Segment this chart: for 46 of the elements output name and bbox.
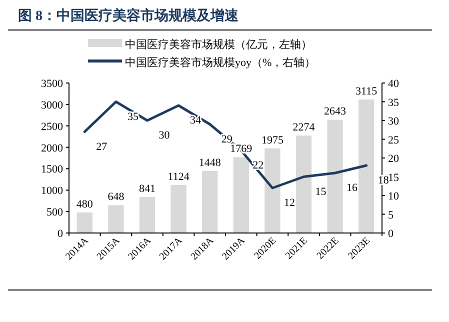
bar	[108, 205, 124, 233]
data-label: 2643	[324, 106, 347, 118]
bar	[76, 212, 92, 233]
y2-tick-label: 30	[388, 116, 400, 128]
bar	[233, 157, 249, 233]
y2-tick-label: 0	[388, 228, 394, 240]
data-label: 30	[158, 130, 170, 142]
data-label: 15	[315, 186, 327, 198]
legend-label: 中国医疗美容市场规模yoy（%，右轴）	[125, 56, 316, 69]
y2-tick-label: 5	[388, 209, 394, 222]
y2-tick-label: 40	[388, 78, 400, 90]
y-tick-label: 500	[46, 206, 64, 219]
bar	[327, 120, 343, 233]
y2-tick-label: 15	[388, 172, 400, 184]
bar	[139, 196, 156, 233]
y2-tick-label: 25	[388, 134, 400, 146]
data-label: 35	[127, 110, 139, 123]
legend-label: 中国医疗美容市场规模（亿元，左轴）	[125, 38, 312, 51]
data-label: 648	[108, 191, 125, 204]
y-tick-label: 2000	[41, 142, 64, 154]
bar	[358, 100, 374, 233]
y-tick-label: 3000	[41, 99, 64, 112]
y-tick-label: 1000	[41, 185, 64, 198]
data-label: 1975	[261, 134, 284, 146]
bar	[202, 170, 218, 233]
bar	[296, 136, 312, 233]
bar	[170, 184, 186, 233]
data-label: 27	[96, 140, 108, 153]
y2-tick-label: 35	[388, 96, 400, 109]
y-tick-label: 2500	[41, 120, 64, 133]
y-tick-label: 1500	[41, 164, 64, 176]
y-tick-label: 3500	[41, 78, 64, 90]
chart-title: 图 8：中国医疗美容市场规模及增速	[18, 7, 240, 24]
y2-tick-label: 10	[388, 190, 400, 202]
data-label: 3115	[356, 86, 378, 98]
data-label: 12	[284, 197, 295, 209]
data-label: 1448	[198, 156, 222, 169]
data-label: 16	[346, 182, 358, 194]
data-label: 841	[139, 182, 156, 195]
y2-tick-label: 20	[388, 153, 400, 165]
y-tick-label: 0	[58, 228, 64, 240]
data-label: 480	[76, 198, 94, 210]
data-label: 34	[190, 114, 202, 126]
bar	[264, 148, 280, 233]
data-label: 1124	[168, 170, 190, 183]
data-label: 2274	[292, 122, 316, 134]
